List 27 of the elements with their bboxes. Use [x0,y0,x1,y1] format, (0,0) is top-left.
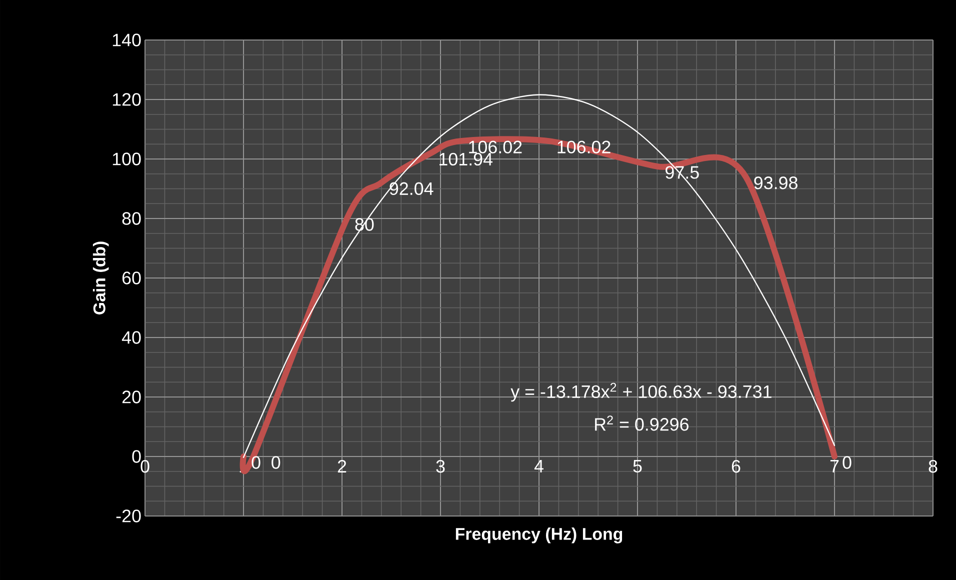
x-tick-label: 8 [928,460,938,473]
line-series [242,94,836,458]
data-label: 101.94 [440,152,492,166]
y-tick-label: 80 [122,212,141,225]
data-label: 92.04 [390,182,434,196]
x-tick-label: 0 [140,460,150,473]
x-tick-label: 7 [830,460,839,472]
y-tick-label: 100 [112,152,141,166]
x-tick-label: 3 [436,460,445,473]
x-axis-title: Frequency (Hz) Long [456,528,622,544]
y-tick-label: 120 [112,93,141,106]
y-tick-label: -20 [116,510,141,522]
data-label: 106.02 [469,140,522,154]
x-tick-label: 6 [732,460,740,473]
annotation: y = -13.178x$^{2}$ + 106.63x - 93.731 [510,382,772,402]
y-tick-label: 140 [112,34,141,46]
y-tick-label: 60 [122,272,141,284]
annotation: R$^{2}$ = 0.9296 [595,416,689,431]
data-label: 106.02 [558,140,610,154]
x-tick-label: 4 [534,460,544,472]
x-tick-label: 2 [338,460,346,473]
y-tick-label: 40 [122,331,141,344]
y-tick-label: 20 [122,390,141,404]
x-tick-label: 5 [633,460,642,473]
data-label: 93.98 [754,176,798,190]
y-axis-title: Gain (db) [92,242,109,314]
y-tick-label: 0 [132,450,141,463]
